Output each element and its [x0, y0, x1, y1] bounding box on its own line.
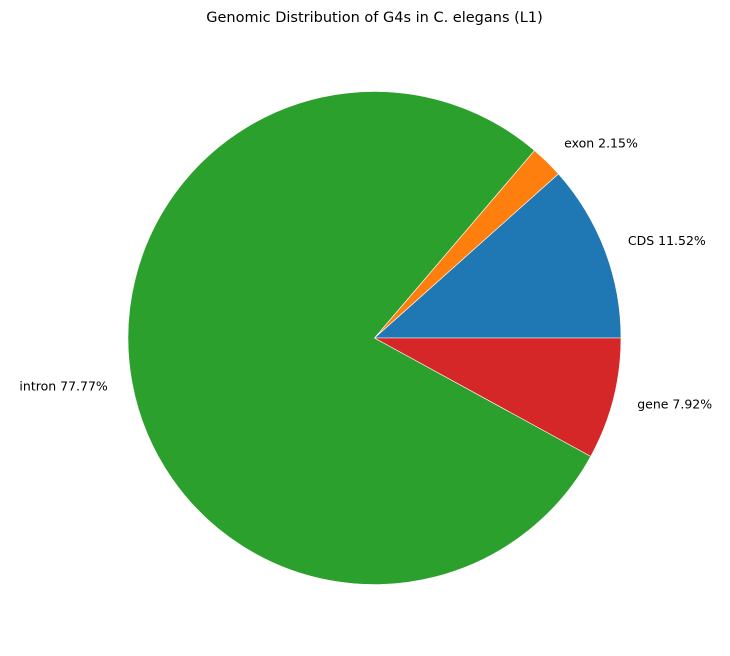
- slice-label-cds: CDS 11.52%: [628, 233, 706, 248]
- slice-labels: CDS 11.52% exon 2.15% intron 77.77% gene 7.…: [19, 136, 712, 412]
- chart-title: Genomic Distribution of G4s in C. elegan…: [206, 10, 542, 26]
- pie-slices: [127, 91, 622, 585]
- pie-slice-intron: [127, 91, 592, 585]
- pie-slice-cds: [373, 173, 622, 339]
- slice-label-exon: exon 2.15%: [564, 136, 638, 151]
- slice-label-intron: intron 77.77%: [19, 379, 107, 394]
- slice-label-gene: gene 7.92%: [637, 397, 712, 412]
- pie-slice-gene: [374, 337, 622, 457]
